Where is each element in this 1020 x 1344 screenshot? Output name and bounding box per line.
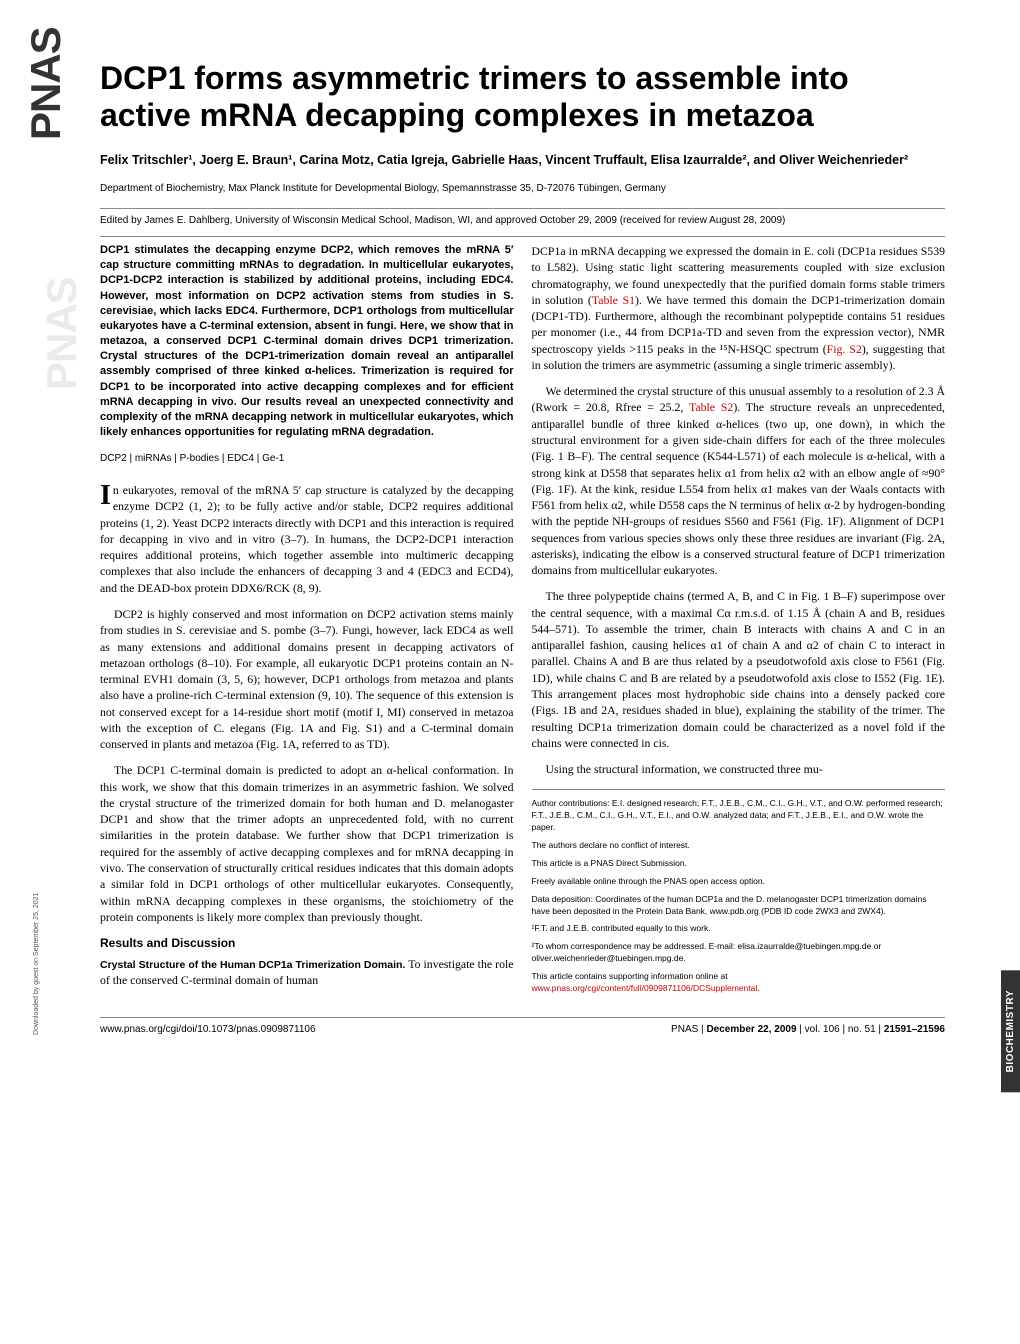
footer-date: December 22, 2009: [706, 1024, 796, 1035]
footnote-equal-contrib: ¹F.T. and J.E.B. contributed equally to …: [532, 923, 946, 935]
footer-citation: PNAS | December 22, 2009 | vol. 106 | no…: [671, 1024, 945, 1035]
text-span: ). The structure reveals an unprecedente…: [532, 400, 946, 577]
article-title: DCP1 forms asymmetric trimers to assembl…: [100, 60, 945, 134]
footnote-author-contrib: Author contributions: E.I. designed rese…: [532, 798, 946, 834]
text-span: .: [757, 983, 759, 993]
footnotes-block: Author contributions: E.I. designed rese…: [532, 789, 946, 995]
download-note: Downloaded by guest on September 25, 202…: [33, 892, 40, 1034]
divider: [100, 208, 945, 209]
footnote-correspondence: ²To whom correspondence may be addressed…: [532, 941, 946, 965]
body-paragraph-r1: DCP1a in mRNA decapping we expressed the…: [532, 243, 946, 373]
intro-paragraph-2: DCP2 is highly conserved and most inform…: [100, 606, 514, 752]
table-s2-link[interactable]: Table S2: [689, 400, 733, 414]
body-paragraph-r2: We determined the crystal structure of t…: [532, 383, 946, 578]
intro-paragraph-3: The DCP1 C-terminal domain is predicted …: [100, 762, 514, 925]
author-list: Felix Tritschler¹, Joerg E. Braun¹, Cari…: [100, 152, 945, 170]
left-column: DCP1 stimulates the decapping enzyme DCP…: [100, 243, 514, 1001]
edited-by-line: Edited by James E. Dahlberg, University …: [100, 215, 945, 226]
footer-doi: www.pnas.org/cgi/doi/10.1073/pnas.090987…: [100, 1024, 316, 1035]
footnote-supporting-info: This article contains supporting informa…: [532, 971, 946, 995]
right-column: DCP1a in mRNA decapping we expressed the…: [532, 243, 946, 1001]
section-category-tab: BIOCHEMISTRY: [1001, 970, 1020, 1092]
keywords-line: DCP2 | miRNAs | P-bodies | EDC4 | Ge-1: [100, 452, 514, 466]
footnote-data-deposition: Data deposition: Coordinates of the huma…: [532, 894, 946, 918]
affiliation: Department of Biochemistry, Max Planck I…: [100, 183, 945, 194]
section-heading-results: Results and Discussion: [100, 935, 514, 952]
body-paragraph-r3: The three polypeptide chains (termed A, …: [532, 588, 946, 751]
footer-vol: | vol. 106 | no. 51 |: [797, 1024, 884, 1035]
body-paragraph-r4: Using the structural information, we con…: [532, 761, 946, 777]
supplemental-link[interactable]: www.pnas.org/cgi/content/full/0909871106…: [532, 983, 758, 993]
footer-journal: PNAS |: [671, 1024, 706, 1035]
footnote-submission: This article is a PNAS Direct Submission…: [532, 858, 946, 870]
page-footer: www.pnas.org/cgi/doi/10.1073/pnas.090987…: [100, 1017, 945, 1035]
footnote-open-access: Freely available online through the PNAS…: [532, 876, 946, 888]
footer-pages: 21591–21596: [884, 1024, 945, 1035]
divider: [100, 236, 945, 237]
fig-s2-link[interactable]: Fig. S2: [827, 342, 862, 356]
pnas-logo: PNAS: [22, 27, 70, 140]
subsection-1: Crystal Structure of the Human DCP1a Tri…: [100, 956, 514, 989]
abstract-text: DCP1 stimulates the decapping enzyme DCP…: [100, 243, 514, 440]
table-s1-link[interactable]: Table S1: [592, 293, 635, 307]
text-span: This article contains supporting informa…: [532, 971, 728, 981]
pnas-logo-shadow: PNAS: [38, 277, 86, 390]
footnote-conflict: The authors declare no conflict of inter…: [532, 840, 946, 852]
intro-paragraph-1: In eukaryotes, removal of the mRNA 5′ ca…: [100, 482, 514, 596]
subsection-heading: Crystal Structure of the Human DCP1a Tri…: [100, 959, 405, 971]
